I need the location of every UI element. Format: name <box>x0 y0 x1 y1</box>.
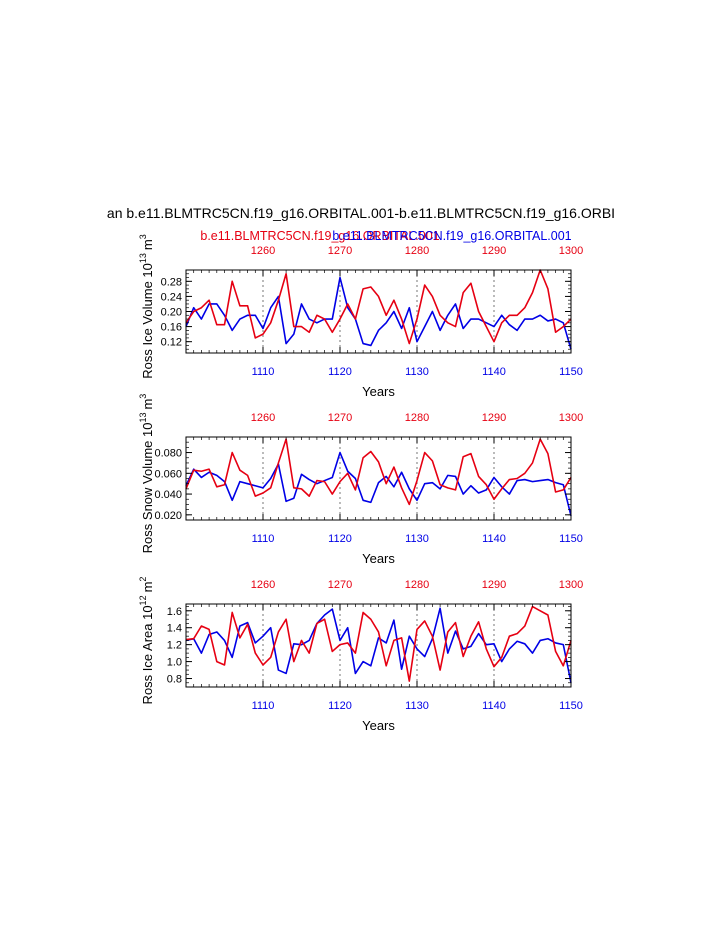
y-tick-label: 0.20 <box>161 307 182 319</box>
x-tick-label-bottom: 1120 <box>328 533 352 545</box>
y-tick-label: 0.080 <box>154 448 182 460</box>
x-tick-label-bottom: 1140 <box>482 533 506 545</box>
series-line-red <box>185 438 572 506</box>
series-group <box>185 605 572 683</box>
x-tick-label-top: 1300 <box>559 245 583 257</box>
x-tick-label-top: 1260 <box>251 245 275 257</box>
y-tick-label: 0.24 <box>161 291 182 303</box>
x-tick-label-top: 1270 <box>328 579 352 591</box>
y-tick-label: 0.16 <box>161 322 182 334</box>
x-tick-label-top: 1260 <box>251 412 275 424</box>
y-axis-title-unit: m <box>140 239 155 250</box>
x-tick-label-bottom: 1150 <box>559 533 583 545</box>
y-axis-title-main: Ross Snow Volume 10 <box>140 423 155 554</box>
figure-title: an b.e11.BLMTRC5CN.f19_g16.ORBITAL.001-b… <box>107 205 615 221</box>
y-axis-title-unit-exponent: 2 <box>138 577 148 582</box>
y-axis-title-unit: m <box>140 399 155 410</box>
y-axis-title-main: Ross Ice Volume 10 <box>140 263 155 379</box>
y-tick-label: 1.0 <box>167 657 182 669</box>
series-line-red <box>185 605 572 682</box>
x-tick-label-bottom: 1110 <box>252 700 275 712</box>
x-tick-label-bottom: 1110 <box>252 366 275 378</box>
series-group <box>185 438 572 517</box>
x-tick-label-bottom: 1140 <box>482 700 506 712</box>
x-tick-label-top: 1280 <box>405 245 429 257</box>
y-tick-label: 0.8 <box>167 674 182 686</box>
x-tick-label-top: 1290 <box>482 245 506 257</box>
x-tick-label-top: 1300 <box>559 412 583 424</box>
legend-red: b.e11.BLMTRC5CN.f19_g16.ORBITAL.001 <box>200 229 439 243</box>
y-axis-title-unit-exponent: 3 <box>138 394 148 399</box>
y-tick-label: 0.040 <box>154 489 182 501</box>
x-tick-label-bottom: 1120 <box>328 366 352 378</box>
chart-panels: 1110 1120 1130 1140 1150 1260 1270 1280 1290 1300… <box>138 234 583 733</box>
series-group <box>185 269 572 350</box>
y-axis-title-main: Ross Ice Area 10 <box>140 605 155 704</box>
x-tick-label-top: 1290 <box>482 579 506 591</box>
y-axis-title-exponent: 13 <box>138 413 148 423</box>
y-tick-label: 1.6 <box>167 606 182 618</box>
x-tick-label-bottom: 1130 <box>405 700 429 712</box>
y-tick-label: 0.12 <box>161 337 182 349</box>
plot-frame <box>185 269 572 354</box>
x-tick-label-top: 1270 <box>328 245 352 257</box>
series-line-blue <box>185 276 572 350</box>
y-axis-title-unit: m <box>140 582 155 593</box>
x-tick-label-bottom: 1130 <box>405 366 429 378</box>
y-tick-label: 0.28 <box>161 276 182 288</box>
y-tick-label: 0.020 <box>154 510 182 522</box>
y-axis-title-exponent: 13 <box>138 253 148 263</box>
y-tick-label: 1.2 <box>167 640 182 652</box>
x-axis-title: Years <box>362 384 395 399</box>
chart-panel-1: 1110 1120 1130 1140 1150 1260 1270 1280 1290 1300… <box>138 234 583 399</box>
y-axis-title-unit-exponent: 3 <box>138 234 148 239</box>
legend-blue: b.e11.BLMTRC5CN.f19_g16.ORBITAL.001 <box>332 229 571 243</box>
y-axis-title: Ross Ice Volume 1013 m3 <box>138 234 155 379</box>
x-tick-label-bottom: 1120 <box>328 700 352 712</box>
x-tick-label-top: 1280 <box>405 412 429 424</box>
x-tick-label-top: 1260 <box>251 579 275 591</box>
y-tick-label: 0.060 <box>154 468 182 480</box>
chart-panel-3: 1110 1120 1130 1140 1150 1260 1270 1280 1290 1300… <box>138 577 583 733</box>
x-tick-label-bottom: 1140 <box>482 366 506 378</box>
x-tick-label-bottom: 1130 <box>405 533 429 545</box>
chart-panel-2: 1110 1120 1130 1140 1150 1260 1270 1280 1290 1300… <box>138 394 583 566</box>
x-tick-label-top: 1280 <box>405 579 429 591</box>
x-tick-label-bottom: 1110 <box>252 533 275 545</box>
x-tick-label-top: 1270 <box>328 412 352 424</box>
x-axis-title: Years <box>362 718 395 733</box>
x-tick-label-top: 1290 <box>482 412 506 424</box>
x-axis-title: Years <box>362 551 395 566</box>
x-tick-label-top: 1300 <box>559 579 583 591</box>
x-tick-label-bottom: 1150 <box>559 700 583 712</box>
y-axis-title: Ross Ice Area 1012 m2 <box>138 577 155 705</box>
y-axis-title: Ross Snow Volume 1013 m3 <box>138 394 155 554</box>
series-line-blue <box>185 607 572 683</box>
y-tick-label: 1.4 <box>167 623 182 635</box>
y-axis-title-exponent: 12 <box>138 595 148 605</box>
series-line-red <box>185 269 572 345</box>
x-tick-label-bottom: 1150 <box>559 366 583 378</box>
